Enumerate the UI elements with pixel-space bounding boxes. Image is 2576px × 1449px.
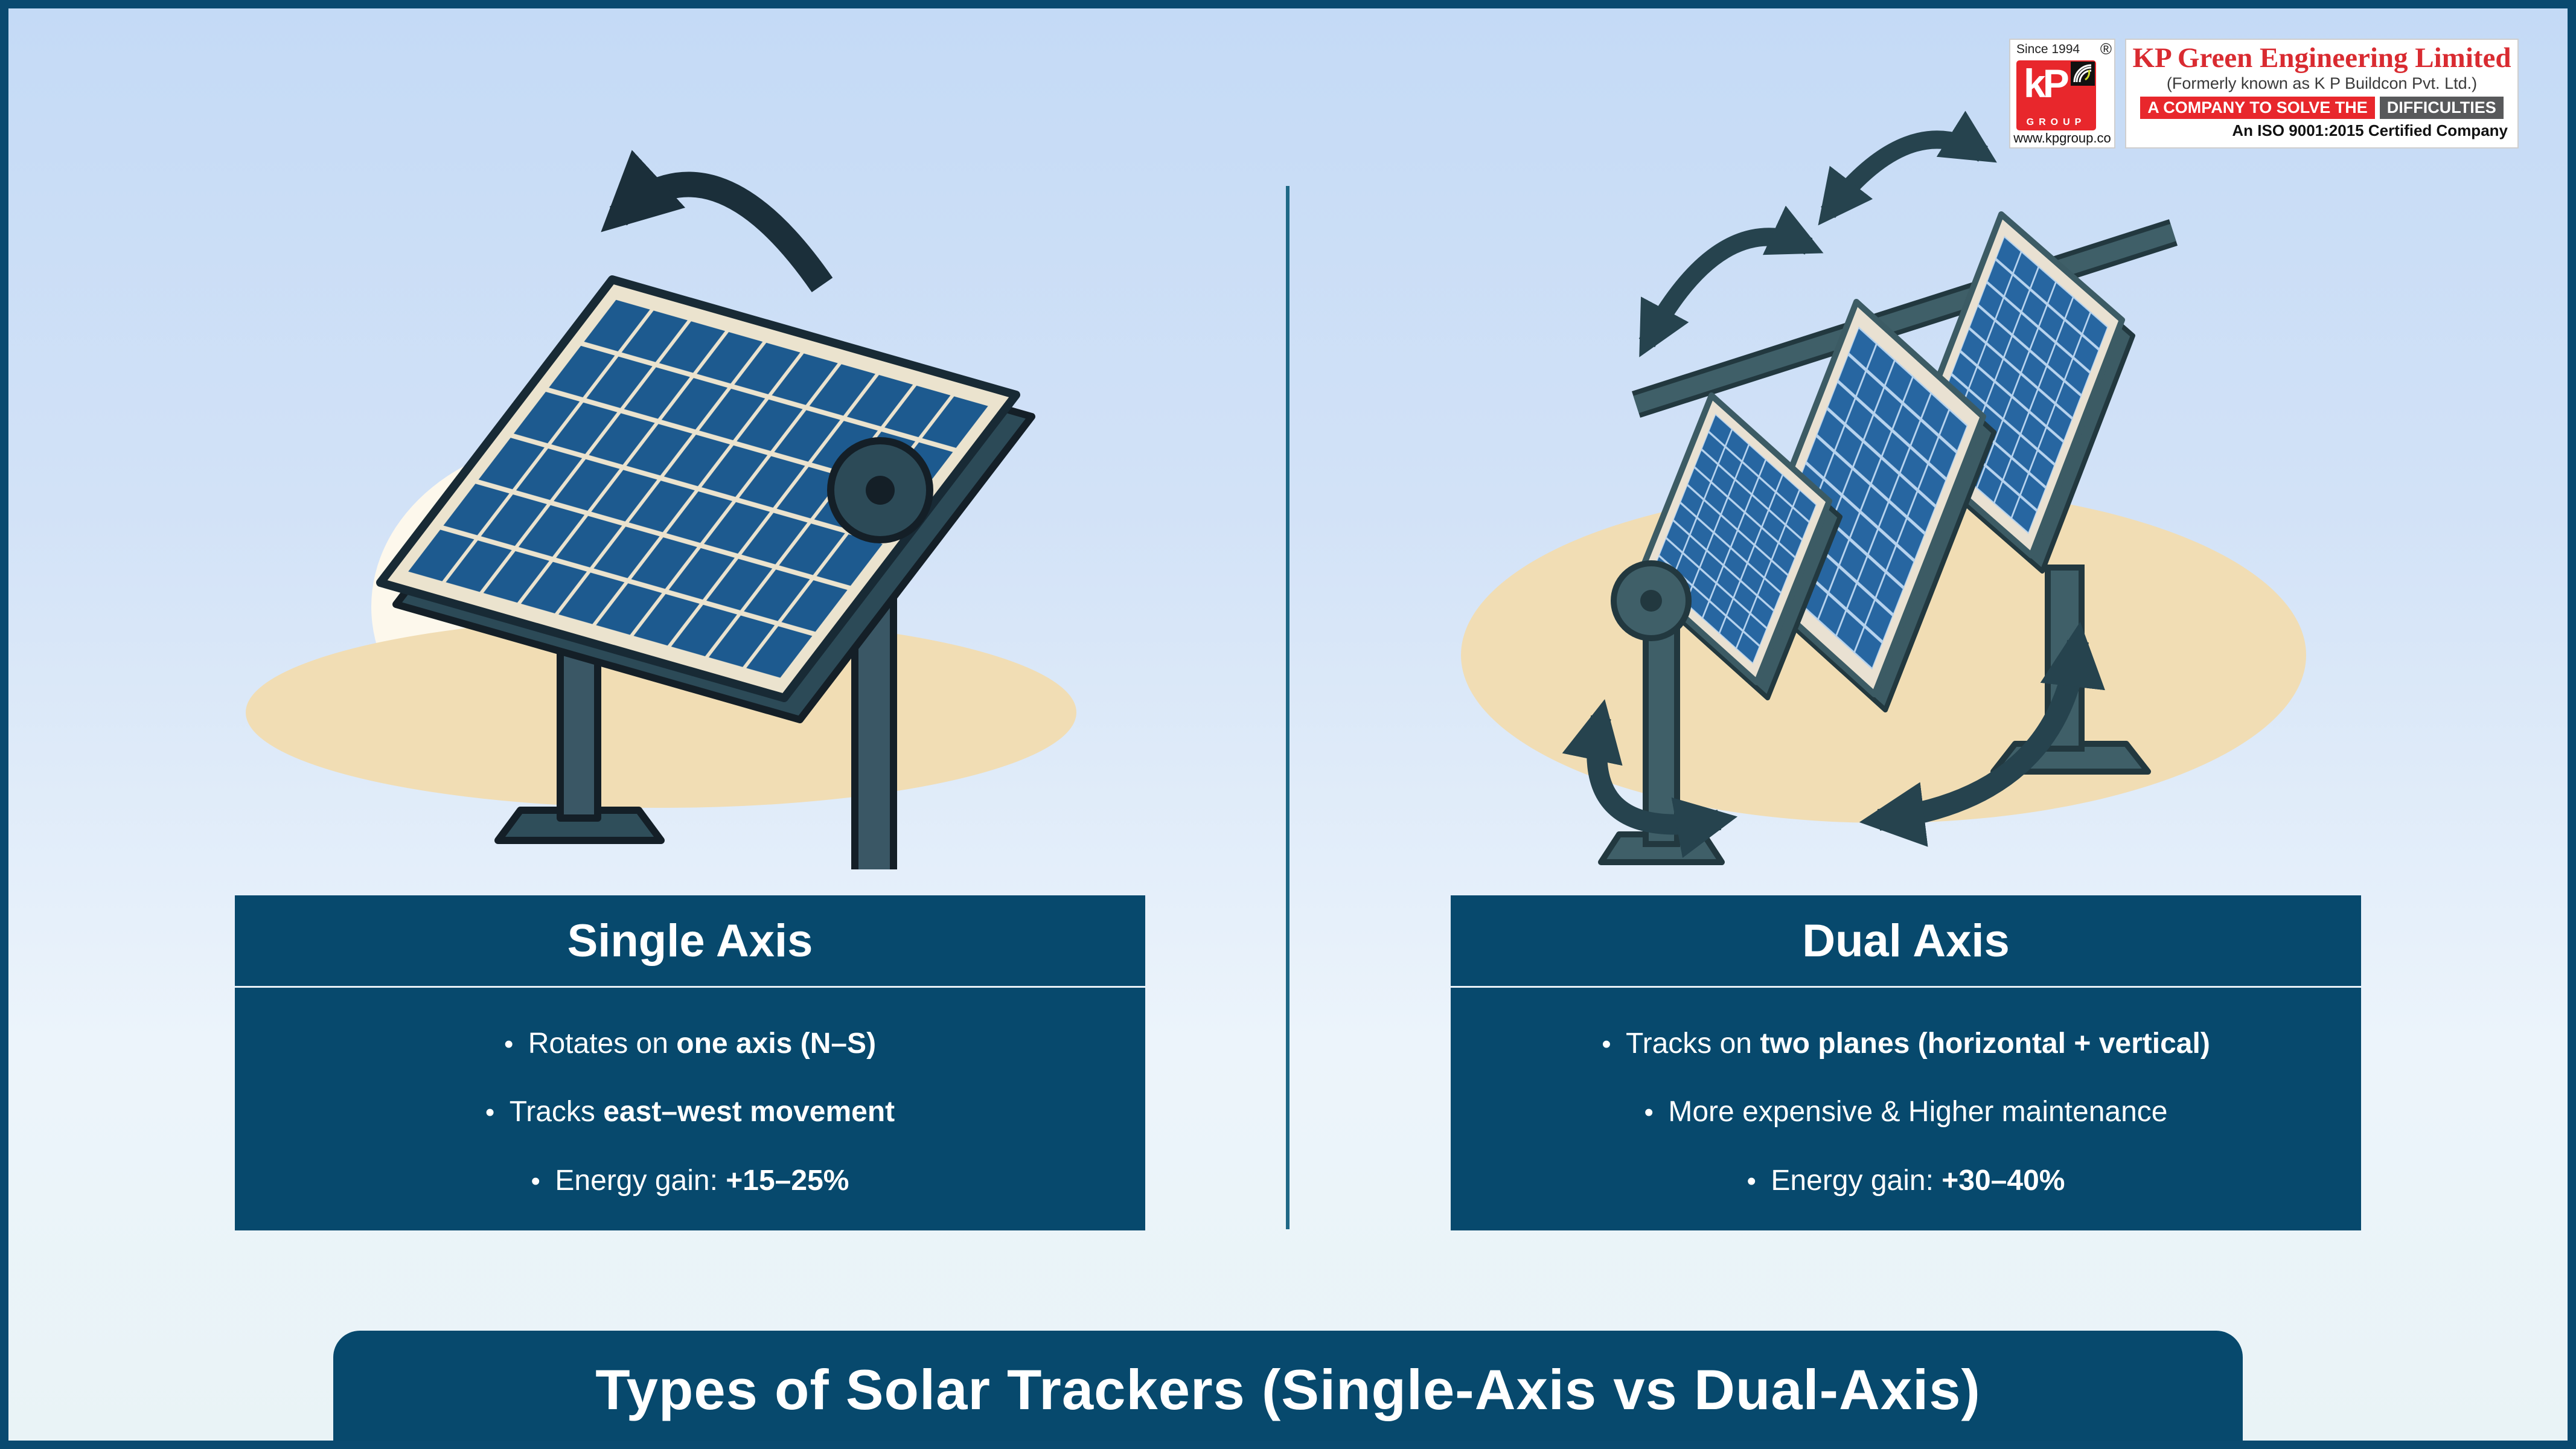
feature-bullet: Rotates on one axis (N–S) <box>252 1027 1128 1060</box>
dual-axis-title: Dual Axis <box>1451 895 2361 988</box>
feature-bullet: More expensive & Higher maintenance <box>1468 1095 2344 1128</box>
single-axis-tracker-illustration <box>246 150 1076 869</box>
group-label: GROUP <box>2026 117 2086 127</box>
since-label: Since 1994 <box>2016 42 2080 56</box>
company-name-block: KP Green Engineering Limited (Formerly k… <box>2125 39 2519 149</box>
feature-bullet: Tracks east–west movement <box>252 1095 1128 1128</box>
iso-certification: An ISO 9001:2015 Certified Company <box>2232 121 2508 140</box>
azimuth-rotation-arrow-left-icon <box>1562 699 1738 859</box>
dual-axis-tracker-illustration <box>1461 110 2306 865</box>
registered-trademark-icon: ® <box>2100 40 2112 58</box>
solar-panel-left <box>1636 392 1843 700</box>
center-divider-line <box>1286 186 1290 1229</box>
bullet-text-bold: +15–25% <box>726 1165 849 1197</box>
azimuth-rotation-arrow-right-icon <box>1859 621 2105 847</box>
tagline-left: A COMPANY TO SOLVE THE <box>2140 97 2375 120</box>
single-axis-card: Single Axis Rotates on one axis (N–S) Tr… <box>235 895 1145 1230</box>
tagline-right: DIFFICULTIES <box>2379 97 2504 120</box>
feature-bullet: Energy gain: +15–25% <box>252 1164 1128 1197</box>
bullet-text: Tracks <box>509 1096 604 1128</box>
bullet-text: Tracks on <box>1626 1027 1760 1060</box>
bullet-text: Energy gain: <box>1771 1165 1942 1197</box>
website-label: www.kpgroup.co <box>2013 130 2111 146</box>
feature-bullet: Tracks on two planes (horizontal + verti… <box>1468 1027 2344 1060</box>
single-axis-title: Single Axis <box>235 895 1145 988</box>
pivot-center <box>1640 590 1662 612</box>
bullet-text-bold: east–west movement <box>603 1096 895 1128</box>
kp-red-square: kP GROUP <box>2016 60 2096 130</box>
rotation-arrow-icon <box>601 150 833 292</box>
bullet-text-bold: one axis (N–S) <box>676 1027 877 1060</box>
pivot-center <box>866 476 895 505</box>
bullet-text: Rotates on <box>528 1027 677 1060</box>
bullet-text-bold: +30–40% <box>1942 1165 2065 1197</box>
kp-group-logo-mark: Since 1994 ® kP GROUP www.kpgroup.co <box>2009 39 2115 149</box>
dual-axis-features: Tracks on two planes (horizontal + verti… <box>1451 988 2361 1239</box>
single-axis-features: Rotates on one axis (N–S) Tracks east–we… <box>235 988 1145 1239</box>
title-banner: Types of Solar Trackers (Single-Axis vs … <box>333 1331 2243 1449</box>
feature-bullet: Energy gain: +30–40% <box>1468 1164 2344 1197</box>
bullet-text-bold: two planes (horizontal + vertical) <box>1760 1027 2210 1060</box>
kp-monogram: kP <box>2024 61 2069 106</box>
bullet-text: Energy gain: <box>555 1165 726 1197</box>
tilt-rotation-arrow-right-icon <box>1818 110 1997 226</box>
bullet-text: More expensive & Higher maintenance <box>1668 1096 2168 1128</box>
rotation-arrows <box>1562 110 2105 859</box>
solar-cells-grid <box>404 297 992 680</box>
signal-arcs-icon <box>2071 62 2095 86</box>
company-formerly: (Formerly known as K P Buildcon Pvt. Ltd… <box>2166 74 2478 93</box>
dual-axis-card: Dual Axis Tracks on two planes (horizont… <box>1451 895 2361 1230</box>
page-title: Types of Solar Trackers (Single-Axis vs … <box>595 1358 1981 1421</box>
company-name: KP Green Engineering Limited <box>2132 42 2511 74</box>
tilt-rotation-arrow-left-icon <box>1638 205 1824 357</box>
company-tagline: A COMPANY TO SOLVE THE DIFFICULTIES <box>2132 97 2511 120</box>
kp-group-logo: Since 1994 ® kP GROUP www.kpgroup.co KP … <box>2009 39 2519 149</box>
